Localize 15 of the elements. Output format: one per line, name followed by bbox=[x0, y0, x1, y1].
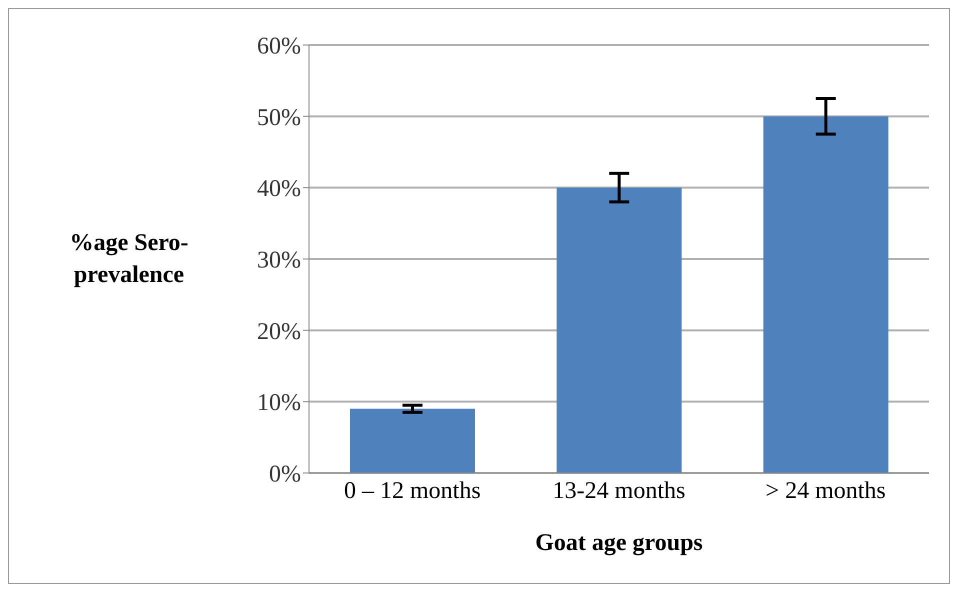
y-tick-label: 10% bbox=[257, 390, 301, 416]
y-tick-label: 30% bbox=[257, 248, 301, 274]
x-axis-title: Goat age groups bbox=[535, 530, 703, 556]
bar bbox=[556, 188, 682, 473]
y-tick-label: 40% bbox=[257, 176, 301, 202]
y-tick-label: 60% bbox=[257, 34, 301, 60]
y-tick-label: 0% bbox=[269, 462, 301, 488]
y-tick-label: 20% bbox=[257, 318, 301, 345]
x-tick-label: > 24 months bbox=[766, 478, 886, 504]
bar bbox=[350, 408, 475, 473]
y-tick-label: 50% bbox=[257, 104, 301, 131]
bar bbox=[763, 116, 888, 473]
x-tick-label: 0 – 12 months bbox=[344, 478, 481, 504]
x-tick-label: 13-24 months bbox=[552, 478, 686, 504]
y-axis-title: %age Sero-prevalence bbox=[68, 229, 190, 290]
